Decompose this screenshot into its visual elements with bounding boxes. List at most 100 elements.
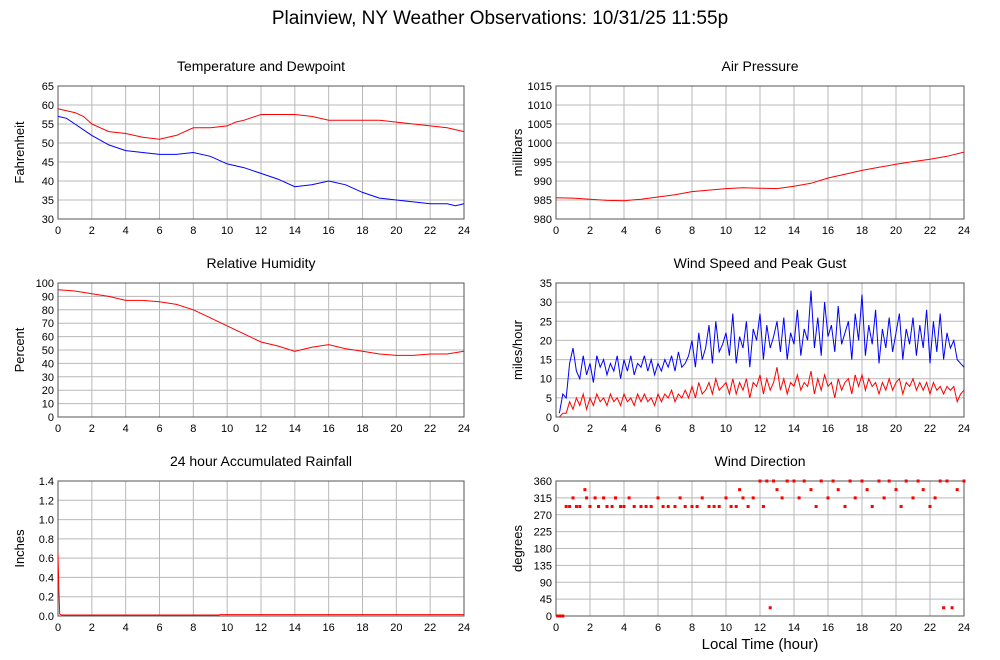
- x-tick-label: 18: [856, 423, 868, 435]
- y-tick-label: 0.6: [39, 553, 54, 565]
- data-point: [962, 479, 966, 483]
- data-point: [765, 479, 769, 483]
- data-point: [865, 488, 869, 492]
- y-tick-label: 50: [42, 138, 54, 150]
- x-tick-label: 0: [55, 423, 61, 435]
- chart-title: Wind Speed and Peak Gust: [674, 255, 847, 271]
- y-axis-label: degrees: [510, 525, 525, 572]
- data-point: [597, 505, 600, 508]
- x-tick-label: 0: [55, 225, 61, 237]
- data-point: [593, 496, 597, 500]
- x-tick-label: 22: [424, 423, 436, 435]
- data-point: [678, 496, 682, 500]
- y-tick-label: 5: [546, 393, 552, 405]
- chart-title: Relative Humidity: [207, 255, 316, 271]
- x-tick-label: 20: [890, 622, 902, 634]
- x-tick-label: 22: [924, 423, 936, 435]
- y-tick-label: 35: [42, 195, 54, 207]
- y-tick-label: 1.2: [39, 495, 54, 507]
- x-tick-label: 0: [553, 622, 559, 634]
- data-point: [585, 496, 589, 500]
- data-point: [622, 505, 626, 508]
- series-line-1: [57, 115, 465, 207]
- x-tick-label: 6: [655, 225, 661, 237]
- x-tick-label: 18: [356, 622, 368, 634]
- x-tick-label: 4: [123, 225, 129, 237]
- y-tick-label: 80: [42, 305, 54, 317]
- y-tick-label: 90: [42, 291, 54, 303]
- data-point: [877, 479, 881, 483]
- x-tick-label: 14: [788, 423, 800, 435]
- data-point: [848, 479, 852, 483]
- data-point: [741, 496, 745, 500]
- x-tick-label: 20: [890, 423, 902, 435]
- x-tick-label: 8: [190, 622, 196, 634]
- data-point: [809, 488, 813, 492]
- data-point: [614, 496, 617, 500]
- y-tick-label: 35: [540, 278, 552, 290]
- data-point: [588, 505, 592, 508]
- plot-frame: [555, 282, 965, 418]
- series-line-0: [57, 108, 465, 140]
- plot-frame: [57, 85, 465, 220]
- y-tick-label: 10: [540, 374, 552, 386]
- data-point: [712, 505, 716, 508]
- data-point: [610, 505, 614, 508]
- x-tick-label: 10: [221, 225, 233, 237]
- x-tick-label: 12: [754, 622, 766, 634]
- y-tick-label: 995: [534, 157, 552, 169]
- data-point: [942, 606, 946, 610]
- y-tick-label: 0.4: [39, 572, 54, 584]
- data-point: [561, 614, 565, 618]
- x-tick-label: 0: [553, 225, 559, 237]
- y-tick-label: 50: [42, 345, 54, 357]
- y-tick-label: 225: [534, 527, 552, 539]
- x-tick-label: 22: [924, 622, 936, 634]
- series-0: [556, 479, 966, 618]
- x-tick-label: 20: [890, 225, 902, 237]
- chart-title: Temperature and Dewpoint: [177, 58, 345, 74]
- x-tick-label: 2: [587, 622, 593, 634]
- data-point: [695, 505, 699, 508]
- y-tick-label: 15: [540, 355, 552, 367]
- data-point: [602, 496, 606, 500]
- y-tick-label: 65: [42, 81, 54, 93]
- y-tick-label: 180: [534, 544, 552, 556]
- x-tick-label: 20: [390, 423, 402, 435]
- x-tick-label: 2: [89, 622, 95, 634]
- data-point: [814, 505, 818, 508]
- data-point: [921, 488, 925, 492]
- plot-frame: [57, 480, 465, 617]
- data-point: [894, 488, 898, 492]
- x-tick-label: 14: [788, 622, 800, 634]
- y-tick-label: 135: [534, 560, 552, 572]
- data-point: [853, 496, 857, 500]
- y-tick-label: 0.8: [39, 534, 54, 546]
- x-tick-label: 8: [689, 622, 695, 634]
- y-tick-label: 40: [42, 358, 54, 370]
- data-point: [870, 505, 874, 508]
- y-tick-label: 360: [534, 476, 552, 488]
- y-tick-label: 0: [546, 611, 552, 623]
- x-tick-label: 14: [289, 423, 301, 435]
- data-point: [707, 505, 711, 508]
- x-tick-label: 16: [822, 225, 834, 237]
- y-tick-label: 0: [48, 412, 54, 424]
- x-tick-label: 18: [356, 225, 368, 237]
- x-tick-label: 0: [55, 622, 61, 634]
- x-tick-label: 6: [655, 423, 661, 435]
- chart-title: Air Pressure: [721, 58, 798, 74]
- x-tick-label: 2: [587, 423, 593, 435]
- x-tick-label: 22: [424, 622, 436, 634]
- data-point: [673, 505, 677, 508]
- y-tick-label: 30: [540, 297, 552, 309]
- x-tick-label: 4: [123, 622, 129, 634]
- data-point: [578, 505, 582, 508]
- x-tick-label: 6: [156, 622, 162, 634]
- data-point: [761, 505, 765, 508]
- x-tick-label: 8: [689, 423, 695, 435]
- y-tick-label: 1000: [528, 138, 552, 150]
